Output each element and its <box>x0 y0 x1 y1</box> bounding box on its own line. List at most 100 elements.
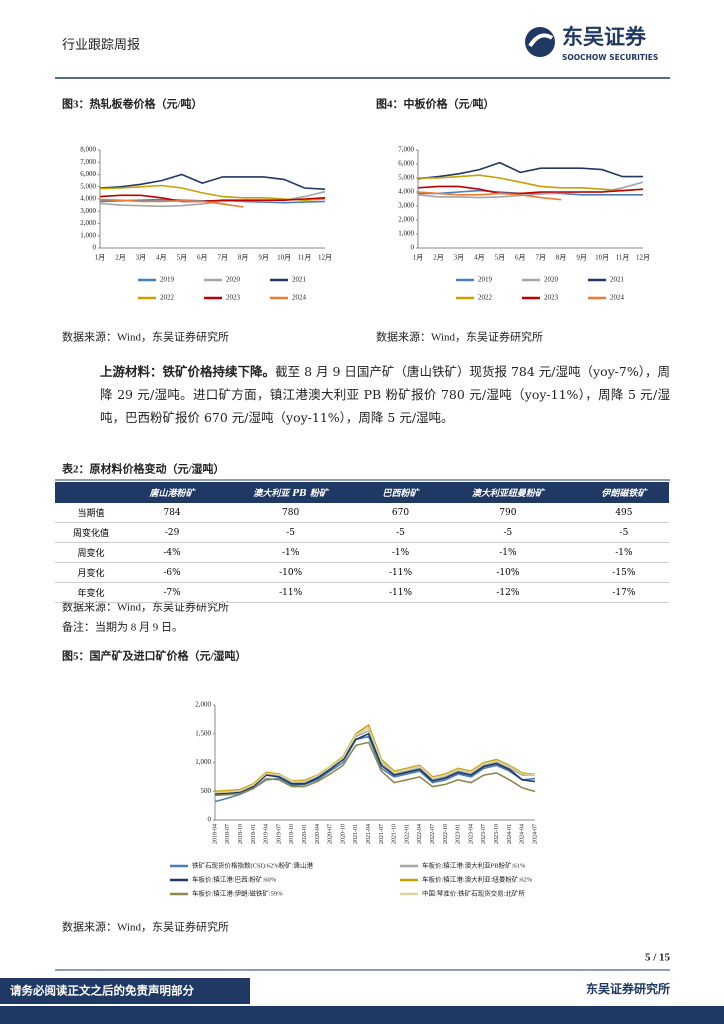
y-tick-label: 5,000 <box>80 182 96 190</box>
note: 备注：当期为 8 月 9 日。 <box>62 620 183 634</box>
table-cell: -10% <box>436 562 579 583</box>
table-cell: -11% <box>364 562 437 583</box>
legend-label: 2020 <box>544 276 559 284</box>
series-line <box>214 732 536 795</box>
table-cell: -10% <box>217 562 365 583</box>
x-tick-label: 2月 <box>433 254 444 262</box>
table-cell: -12% <box>436 582 579 603</box>
source: 数据来源：Wind，东吴证券研究所 <box>62 330 229 344</box>
series-line <box>99 198 244 208</box>
x-tick-label: 10月 <box>277 254 291 262</box>
y-tick-label: 8,000 <box>80 146 96 154</box>
series-line <box>214 741 536 797</box>
y-tick-label: 1,000 <box>398 230 414 238</box>
y-tick-label: 4,000 <box>398 188 414 196</box>
x-tick-label: 1月 <box>413 254 424 262</box>
header-cell <box>55 482 127 503</box>
table-cell: 周变化 <box>55 542 127 563</box>
x-tick-label: 3月 <box>136 254 147 262</box>
table-cell: 780 <box>217 503 365 523</box>
footer-bar <box>0 1006 724 1024</box>
x-tick-label: 10月 <box>595 254 609 262</box>
x-tick-label: 2023-10 <box>494 824 500 844</box>
legend-label: 中国:琴准价:铁矿石现货交易:北矿所 <box>422 888 525 897</box>
series-line <box>417 191 562 201</box>
y-tick-label: 1,500 <box>195 729 211 737</box>
header-cell: 巴西粉矿 <box>364 482 437 503</box>
table-cell: -15% <box>578 562 669 583</box>
table-cell: 784 <box>127 503 218 523</box>
x-tick-label: 2020-07 <box>328 824 334 844</box>
x-tick-label: 9月 <box>258 254 269 262</box>
legend-label: 车板价:镇江港:澳大利亚:纽曼粉矿:62% <box>422 874 533 883</box>
x-tick-label: 2021-10 <box>392 824 398 844</box>
y-tick-label: 7,000 <box>398 146 414 154</box>
legend-label: 2024 <box>610 294 625 302</box>
chart-title: 图5：国产矿及进口矿价格（元/湿吨） <box>62 649 247 663</box>
legend-label: 2020 <box>226 276 241 284</box>
x-tick-label: 8月 <box>238 254 249 262</box>
y-tick-label: 4,000 <box>80 195 96 203</box>
table-cell: 当期值 <box>55 503 127 523</box>
table-cell: -5 <box>217 522 365 543</box>
legend-label: 车板价:镇江港:巴西:粉矿:60% <box>192 874 277 883</box>
table-row: 年变化 -7% -11% -11% -12% -17% <box>55 582 669 603</box>
source: 数据来源：Wind，东吴证券研究所 <box>62 920 229 934</box>
x-tick-label: 2023-07 <box>481 824 487 844</box>
legend-label: 2021 <box>610 276 625 284</box>
disclaimer: 请务必阅读正文之后的免责声明部分 <box>10 984 194 998</box>
legend-label: 2019 <box>478 276 493 284</box>
x-tick-label: 3月 <box>454 254 465 262</box>
x-tick-label: 12月 <box>318 254 332 262</box>
x-tick-label: 2024-04 <box>520 824 526 844</box>
legend-label: 2021 <box>292 276 307 284</box>
table-cell: -7% <box>127 582 218 603</box>
series-line <box>214 723 536 793</box>
table-cell: -1% <box>578 542 669 563</box>
series-line <box>99 194 326 203</box>
logo-en: SOOCHOW SECURITIES <box>562 53 658 62</box>
x-tick-label: 2021-04 <box>366 824 372 844</box>
series-line <box>214 726 536 794</box>
table-cell: -1% <box>364 542 437 563</box>
x-tick-label: 11月 <box>616 254 630 262</box>
paragraph: 上游材料：铁矿价格持续下降。截至 8 月 9 日国产矿（唐山铁矿）现货报 784… <box>100 360 670 429</box>
y-tick-label: 2,000 <box>80 219 96 227</box>
x-tick-label: 7月 <box>535 254 546 262</box>
table-cell: -17% <box>578 582 669 603</box>
x-tick-label: 9月 <box>576 254 587 262</box>
y-tick-label: 0 <box>208 816 212 824</box>
table-cell: 670 <box>364 503 437 523</box>
x-tick-label: 2021-07 <box>379 824 385 844</box>
x-tick-label: 2月 <box>115 254 126 262</box>
table-cell: -4% <box>127 542 218 563</box>
logo-mark <box>525 27 555 57</box>
page-number: 5 / 15 <box>645 952 671 964</box>
x-tick-label: 2021-01 <box>353 824 359 844</box>
x-tick-label: 2019-04 <box>264 824 270 844</box>
header-cell: 伊朗磁铁矿 <box>578 482 669 503</box>
x-tick-label: 2018-10 <box>238 824 244 844</box>
y-tick-label: 6,000 <box>398 160 414 168</box>
legend-label: 2019 <box>160 276 175 284</box>
legend-label: 2022 <box>478 294 493 302</box>
series-line <box>417 161 643 180</box>
header-cell: 澳大利亚 PB 粉矿 <box>217 482 365 503</box>
footer-org: 东吴证券研究所 <box>586 981 670 996</box>
x-tick-label: 2020-10 <box>340 824 346 844</box>
y-tick-label: 0 <box>93 244 97 252</box>
y-tick-label: 1,000 <box>195 758 211 766</box>
x-tick-label: 2022-10 <box>443 824 449 844</box>
legend-label: 2023 <box>544 294 559 302</box>
legend-label: 车板价:镇江港:澳大利亚PB粉矿:61% <box>422 860 526 869</box>
table-cell: -1% <box>436 542 579 563</box>
paragraph-text: 截至 8 月 9 日国产矿（唐山铁矿）现货报 784 元/湿吨（yoy-7%），… <box>100 364 670 425</box>
logo: 东吴证券 <box>562 25 647 49</box>
table-cell: -11% <box>364 582 437 603</box>
x-tick-label: 2024-07 <box>532 824 538 844</box>
table-cell: -5 <box>364 522 437 543</box>
legend-label: 铁矿石现货价格指数(CSI):62%粉矿:唐山港 <box>192 860 313 869</box>
series-line <box>99 173 326 190</box>
